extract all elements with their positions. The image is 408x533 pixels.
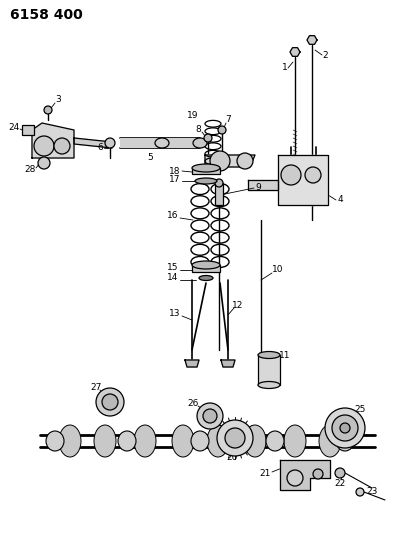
Circle shape bbox=[335, 468, 345, 478]
Ellipse shape bbox=[319, 425, 341, 457]
Ellipse shape bbox=[94, 425, 116, 457]
Ellipse shape bbox=[258, 351, 280, 359]
Text: 9: 9 bbox=[255, 183, 261, 192]
Ellipse shape bbox=[207, 425, 229, 457]
Ellipse shape bbox=[59, 425, 81, 457]
Circle shape bbox=[281, 165, 301, 185]
Text: 10: 10 bbox=[272, 265, 284, 274]
Text: 21: 21 bbox=[259, 469, 271, 478]
Text: 3: 3 bbox=[55, 95, 61, 104]
Polygon shape bbox=[32, 123, 74, 158]
Bar bbox=[192, 168, 220, 174]
Circle shape bbox=[325, 408, 365, 448]
Bar bbox=[258, 355, 280, 385]
Polygon shape bbox=[221, 360, 235, 367]
Circle shape bbox=[287, 470, 303, 486]
Polygon shape bbox=[205, 155, 255, 167]
Text: 26: 26 bbox=[187, 399, 199, 408]
Ellipse shape bbox=[244, 425, 266, 457]
Circle shape bbox=[215, 179, 223, 187]
Ellipse shape bbox=[172, 425, 194, 457]
Circle shape bbox=[225, 428, 245, 448]
Circle shape bbox=[54, 138, 70, 154]
Text: 7: 7 bbox=[225, 116, 231, 125]
Ellipse shape bbox=[266, 431, 284, 451]
Text: 4: 4 bbox=[337, 196, 343, 205]
Ellipse shape bbox=[134, 425, 156, 457]
Polygon shape bbox=[307, 36, 317, 44]
Ellipse shape bbox=[284, 425, 306, 457]
Text: 24: 24 bbox=[9, 124, 20, 133]
Ellipse shape bbox=[192, 164, 220, 172]
Circle shape bbox=[34, 136, 54, 156]
Text: 15: 15 bbox=[167, 263, 179, 272]
Text: 18: 18 bbox=[169, 166, 181, 175]
Text: 17: 17 bbox=[169, 175, 181, 184]
Text: 11: 11 bbox=[279, 351, 291, 359]
Text: 19: 19 bbox=[187, 110, 199, 119]
Circle shape bbox=[305, 167, 321, 183]
Ellipse shape bbox=[193, 138, 207, 148]
Ellipse shape bbox=[155, 138, 169, 148]
Bar bbox=[215, 183, 223, 205]
Text: 25: 25 bbox=[354, 406, 366, 415]
Polygon shape bbox=[248, 180, 278, 190]
Text: 27: 27 bbox=[90, 383, 102, 392]
Circle shape bbox=[340, 423, 350, 433]
Text: 12: 12 bbox=[232, 301, 244, 310]
Ellipse shape bbox=[199, 276, 213, 280]
Ellipse shape bbox=[336, 431, 354, 451]
Text: 8: 8 bbox=[195, 125, 201, 134]
Bar bbox=[192, 265, 220, 272]
Polygon shape bbox=[280, 460, 330, 490]
Circle shape bbox=[44, 106, 52, 114]
Text: 20: 20 bbox=[226, 454, 238, 463]
Text: 6: 6 bbox=[97, 143, 103, 152]
Circle shape bbox=[197, 403, 223, 429]
Circle shape bbox=[218, 126, 226, 134]
Text: 23: 23 bbox=[366, 488, 378, 497]
Text: 16: 16 bbox=[167, 211, 179, 220]
Text: 2: 2 bbox=[322, 51, 328, 60]
Polygon shape bbox=[278, 155, 328, 205]
Circle shape bbox=[237, 153, 253, 169]
Ellipse shape bbox=[46, 431, 64, 451]
Ellipse shape bbox=[191, 431, 209, 451]
Text: 14: 14 bbox=[167, 273, 179, 282]
Circle shape bbox=[38, 157, 50, 169]
Circle shape bbox=[96, 388, 124, 416]
Circle shape bbox=[356, 488, 364, 496]
Text: 13: 13 bbox=[169, 309, 181, 318]
Circle shape bbox=[217, 420, 253, 456]
Ellipse shape bbox=[195, 178, 217, 184]
Circle shape bbox=[210, 151, 230, 171]
Circle shape bbox=[313, 469, 323, 479]
Bar bbox=[120, 138, 200, 148]
Text: 6158 400: 6158 400 bbox=[10, 8, 83, 22]
Circle shape bbox=[102, 394, 118, 410]
Ellipse shape bbox=[118, 431, 136, 451]
Polygon shape bbox=[185, 360, 199, 367]
Text: 22: 22 bbox=[335, 479, 346, 488]
Text: 28: 28 bbox=[24, 166, 35, 174]
Circle shape bbox=[204, 134, 212, 142]
Ellipse shape bbox=[192, 261, 220, 269]
Text: 5: 5 bbox=[147, 154, 153, 163]
Polygon shape bbox=[290, 47, 300, 56]
Circle shape bbox=[332, 415, 358, 441]
Polygon shape bbox=[74, 138, 112, 148]
Circle shape bbox=[203, 409, 217, 423]
Bar bbox=[22, 125, 34, 135]
Text: 1: 1 bbox=[282, 63, 288, 72]
Ellipse shape bbox=[258, 382, 280, 389]
Circle shape bbox=[105, 138, 115, 148]
